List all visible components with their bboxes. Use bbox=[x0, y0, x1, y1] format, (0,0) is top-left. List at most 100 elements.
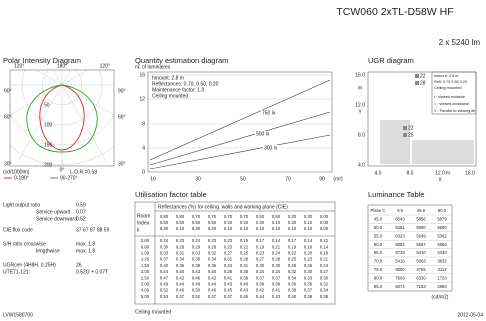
label: Service downward bbox=[36, 216, 77, 222]
label: 0.19 bbox=[256, 244, 265, 249]
label: Index bbox=[137, 220, 150, 226]
label: 0.28 bbox=[176, 244, 185, 249]
label: 22 bbox=[420, 73, 426, 79]
legend-swatch bbox=[403, 133, 407, 137]
label: 0.41 bbox=[272, 288, 281, 293]
label: 65.0 bbox=[374, 250, 383, 255]
label: 0.36 bbox=[176, 263, 185, 268]
label: 30° bbox=[118, 161, 126, 167]
label: 0.00 bbox=[320, 226, 329, 231]
label: (m²) bbox=[333, 176, 342, 182]
label: 22 bbox=[408, 125, 414, 131]
label: 0.27 bbox=[320, 269, 329, 274]
label: 0.30 bbox=[288, 220, 297, 225]
label: 0.34 bbox=[320, 288, 329, 293]
label: 0.46 bbox=[176, 288, 185, 293]
label: 0.43 bbox=[272, 294, 281, 299]
label: 0.14 bbox=[304, 238, 313, 243]
label: Light output ratio bbox=[3, 202, 40, 208]
label: 0.22 bbox=[240, 244, 249, 249]
label: 5719 bbox=[395, 250, 405, 255]
label: Service upward bbox=[36, 209, 71, 215]
label: Ceiling mounted bbox=[152, 93, 188, 99]
label: 0° bbox=[60, 167, 65, 173]
label: 3832 bbox=[437, 259, 447, 264]
label: UTE71-121: bbox=[3, 269, 30, 275]
label: 0.26 bbox=[304, 263, 313, 268]
label: 0.21 bbox=[272, 244, 281, 249]
label: 0.16 bbox=[304, 244, 313, 249]
label: 0.46 bbox=[192, 275, 201, 280]
label: 2.50 bbox=[141, 275, 150, 280]
label: 4866 bbox=[437, 242, 447, 247]
label: 120° bbox=[14, 63, 24, 69]
label: 0.22 bbox=[288, 251, 297, 256]
label: 60° bbox=[4, 114, 12, 120]
label: k bbox=[137, 227, 140, 233]
label: 0.30 bbox=[320, 275, 329, 280]
label: 5416 bbox=[395, 259, 405, 264]
section-title: Quantity estimation diagram bbox=[135, 56, 228, 65]
label: 0.36 bbox=[288, 282, 297, 287]
label: 0.19 bbox=[288, 244, 297, 249]
label: 0.30 bbox=[304, 269, 313, 274]
label: 0.14 bbox=[272, 238, 281, 243]
label: 10 bbox=[150, 176, 156, 182]
label: 1.00 bbox=[141, 251, 150, 256]
label: 12.0 bbox=[435, 170, 445, 176]
label: S/H ratio crosswise bbox=[3, 241, 46, 247]
label: 0.10 bbox=[304, 220, 313, 225]
label: 8 bbox=[142, 121, 145, 127]
label: 0 bbox=[142, 169, 145, 175]
label: 85.0 bbox=[374, 284, 383, 289]
curve-label-bg bbox=[255, 131, 273, 137]
label: 16.0 bbox=[465, 170, 475, 176]
label: 0-180° bbox=[14, 175, 29, 181]
label: 180° bbox=[57, 63, 67, 69]
label: 0.38 bbox=[224, 269, 233, 274]
label: 0.23 bbox=[256, 251, 265, 256]
label: 0.80 bbox=[160, 214, 169, 219]
product-title: TCW060 2xTL-D58W HF bbox=[336, 6, 453, 18]
label: 8074 bbox=[395, 284, 405, 289]
label: 0.17 bbox=[256, 238, 265, 243]
label: 0.45 bbox=[240, 294, 249, 299]
label: Ceiling mounted bbox=[135, 309, 171, 315]
label: 26 bbox=[76, 262, 82, 268]
label: 0.35 bbox=[304, 282, 313, 287]
label: 0.10 bbox=[272, 220, 281, 225]
label: 90 bbox=[319, 176, 325, 182]
label: 0.42 bbox=[208, 275, 217, 280]
label: 0.21 bbox=[320, 257, 329, 262]
label: 300 lx bbox=[264, 145, 278, 151]
legend-swatch bbox=[403, 126, 407, 130]
label: = : viewed crosswise bbox=[434, 102, 469, 106]
label: 0.36 bbox=[192, 257, 201, 262]
label: 0.47 bbox=[208, 294, 217, 299]
label: 0.40 bbox=[176, 269, 185, 274]
label: 0.10 bbox=[304, 226, 313, 231]
label: 0.48 bbox=[192, 282, 201, 287]
label: Ceiling mounted bbox=[434, 86, 461, 90]
label: 0.23 bbox=[208, 238, 217, 243]
label: 0.14 bbox=[320, 244, 329, 249]
label: 0.28 bbox=[208, 244, 217, 249]
label: 0.25 bbox=[288, 257, 297, 262]
label: 0.19 bbox=[240, 238, 249, 243]
label: 70 bbox=[285, 176, 291, 182]
polar-curve bbox=[26, 84, 98, 153]
section-title: UGR diagram bbox=[368, 56, 414, 65]
label: 5000 bbox=[395, 267, 405, 272]
label: 0.36 bbox=[320, 294, 329, 299]
label: 0.47 bbox=[160, 275, 169, 280]
label: hmount: 2.8 m bbox=[434, 74, 458, 78]
label: 0.34 bbox=[176, 257, 185, 262]
label: 80.0 bbox=[374, 275, 383, 280]
label: 0.50 bbox=[192, 220, 201, 225]
quantity-curve bbox=[149, 79, 331, 161]
quantity-curve bbox=[149, 111, 331, 166]
label: 4.0 bbox=[375, 170, 382, 176]
label: 60.0 bbox=[374, 242, 383, 247]
label: 0.52 bbox=[192, 294, 201, 299]
